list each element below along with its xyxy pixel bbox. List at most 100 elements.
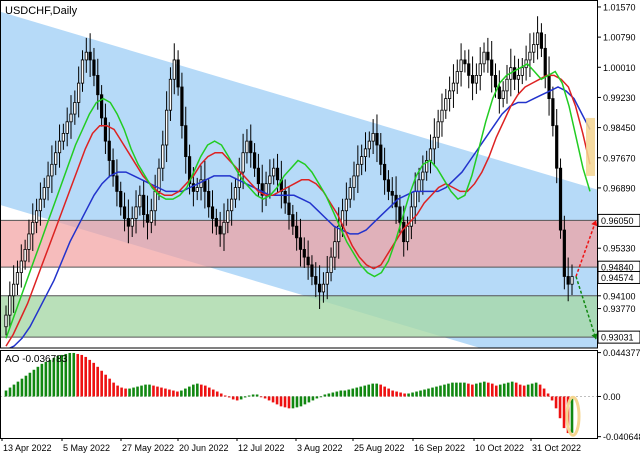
candle-body xyxy=(345,199,347,211)
ao-bar xyxy=(132,388,135,397)
ao-bar xyxy=(264,396,267,398)
ao-bar xyxy=(120,388,123,397)
ao-bar xyxy=(152,386,155,397)
candle-body xyxy=(227,211,229,223)
level-label: 0.96050 xyxy=(601,216,634,226)
ao-bar xyxy=(407,394,410,397)
ao-bar xyxy=(455,383,458,397)
ao-bar xyxy=(332,393,335,397)
ao-bar xyxy=(92,363,95,397)
ao-bar xyxy=(188,387,191,397)
ao-bar xyxy=(499,385,502,397)
candle-body xyxy=(471,75,473,83)
candle-body xyxy=(181,87,183,126)
candle-body xyxy=(563,230,565,276)
ao-bar xyxy=(17,382,20,397)
ao-bar xyxy=(423,390,426,397)
candle-body xyxy=(276,168,278,180)
candle-body xyxy=(533,44,535,52)
candle-body xyxy=(380,145,382,164)
ao-bar xyxy=(184,389,187,397)
price-tick-label: 1.00010 xyxy=(603,63,636,73)
candle-body xyxy=(494,75,496,87)
ao-bar xyxy=(228,396,231,397)
ao-bar xyxy=(304,396,307,404)
candle-body xyxy=(139,195,141,207)
candle-body xyxy=(391,191,393,195)
ao-bar xyxy=(483,382,486,397)
ao-bar xyxy=(336,392,339,397)
candle-body xyxy=(479,64,481,76)
candle-body xyxy=(100,95,102,118)
candle-body xyxy=(318,284,320,292)
candle-body xyxy=(196,188,198,192)
candle-body xyxy=(97,75,99,94)
candle-body xyxy=(47,176,49,188)
ao-bar xyxy=(395,392,398,397)
level-label: 0.93031 xyxy=(601,333,634,343)
candle-body xyxy=(353,176,355,188)
ao-bar xyxy=(216,392,219,397)
ao-bar xyxy=(136,387,139,397)
candle-body xyxy=(253,153,255,168)
candle-body xyxy=(135,207,137,219)
candle-body xyxy=(169,79,171,110)
ao-bar xyxy=(511,382,514,397)
ao-bar xyxy=(232,396,235,399)
candle-body xyxy=(357,164,359,176)
candle-body xyxy=(288,203,290,215)
candle-body xyxy=(211,207,213,219)
resistance-zone xyxy=(0,220,597,267)
candle-body xyxy=(422,172,424,180)
candle-body xyxy=(242,153,244,172)
ao-bar xyxy=(523,386,526,397)
price-tick-label: 0.97670 xyxy=(603,153,636,163)
ao-bar xyxy=(351,389,354,397)
candle-body xyxy=(70,114,72,122)
ao-bar xyxy=(5,391,8,397)
ao-bar xyxy=(128,389,131,397)
candle-body xyxy=(234,188,236,200)
ao-bar xyxy=(240,396,243,399)
ao-bar xyxy=(347,390,350,397)
candle-body xyxy=(295,226,297,238)
ao-bar xyxy=(459,383,462,397)
candle-body xyxy=(77,83,79,102)
ao-bar xyxy=(463,383,466,397)
ao-bar xyxy=(200,385,203,397)
candle-body xyxy=(9,296,11,315)
ao-bar xyxy=(148,385,151,397)
price-tick-label: 0.94100 xyxy=(603,291,636,301)
candle-body xyxy=(219,226,221,234)
ao-bar xyxy=(25,376,28,397)
candle-body xyxy=(177,60,179,87)
candle-body xyxy=(349,188,351,200)
ao-bar xyxy=(308,396,311,402)
ao-bar xyxy=(543,389,546,397)
ao-bar xyxy=(224,395,227,396)
ao-bar xyxy=(495,386,498,397)
candle-body xyxy=(62,133,64,141)
candle-body xyxy=(120,191,122,206)
ao-bar xyxy=(112,383,115,397)
ao-bar xyxy=(284,396,287,407)
ao-bar xyxy=(344,391,347,397)
candle-body xyxy=(326,273,328,285)
candle-body xyxy=(200,180,202,188)
ao-bar xyxy=(108,379,111,397)
ao-bar xyxy=(340,391,343,397)
level-label: 0.94574 xyxy=(601,273,634,283)
date-tick-label: 20 Jun 2022 xyxy=(179,443,229,453)
ao-bar xyxy=(248,395,251,396)
candle-body xyxy=(372,133,374,141)
ao-tick-label: 0.044377 xyxy=(603,348,640,358)
ao-bar xyxy=(84,357,87,397)
candle-body xyxy=(35,211,37,223)
ao-tick-label: 0.00 xyxy=(603,392,621,402)
ao-bar xyxy=(124,389,127,397)
candle-body xyxy=(513,68,515,80)
ao-bar xyxy=(475,384,478,397)
candle-body xyxy=(55,153,57,165)
